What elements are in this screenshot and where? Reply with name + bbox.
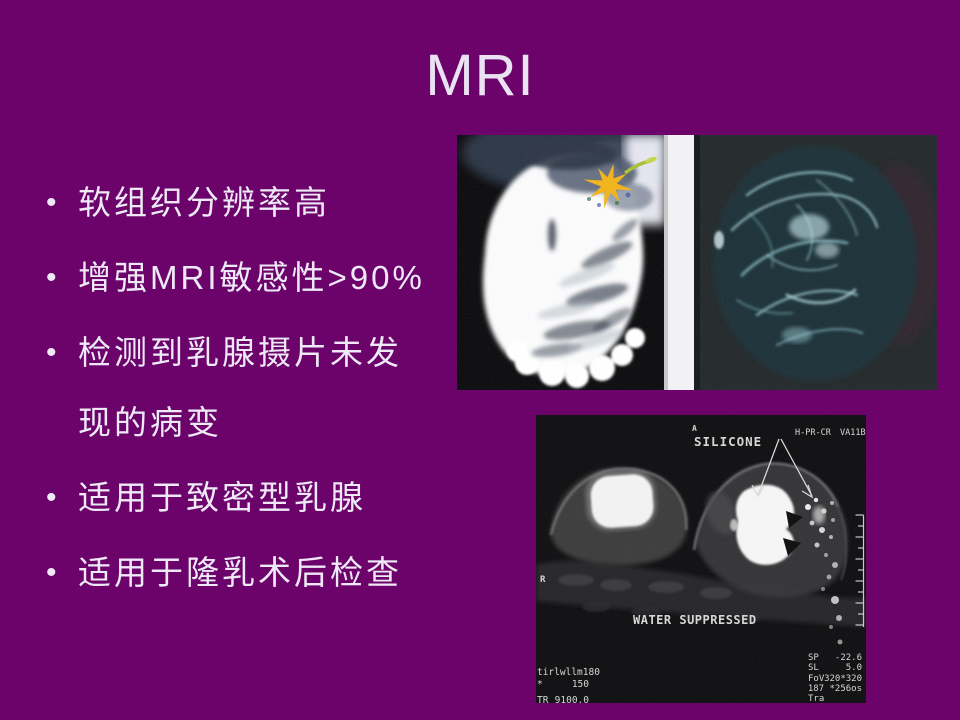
bullet-item: 软组织分辨率高 [38,168,446,238]
slide-title: MRI [425,43,535,108]
bullet-item: 适用于致密型乳腺 [38,463,446,533]
mammogram-panel [457,135,664,390]
mammogram-vs-mri-image [457,135,937,390]
bullet-item: 检测到乳腺摄片未发 现的病变 [38,318,446,458]
silicone-implant-mri-image: A SILICONE H-PR-CR VA11B R WATER SUPPRES… [536,415,866,706]
bullet-item: 适用于隆乳术后检查 [38,538,446,608]
film-separator [664,135,694,390]
contrast-mri-panel [694,135,937,390]
bullet-item: 增强MRI敏感性>90% [38,243,446,313]
bullet-list: 软组织分辨率高 增强MRI敏感性>90% 检测到乳腺摄片未发 现的病变 适用于致… [38,168,446,613]
